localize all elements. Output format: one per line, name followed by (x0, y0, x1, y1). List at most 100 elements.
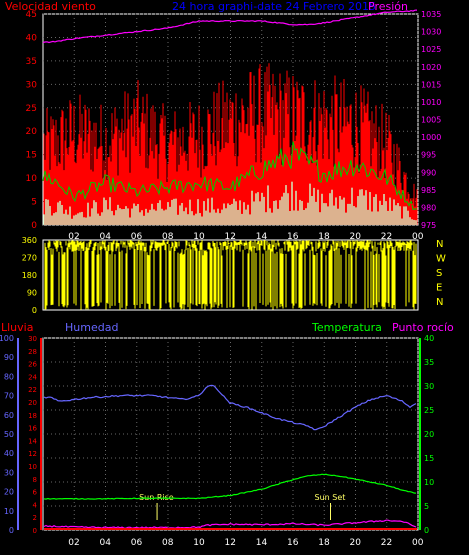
direction-tick-label: 90 (27, 289, 37, 298)
x-tick-label: 18 (318, 538, 330, 548)
rain-tick-label: 22 (28, 386, 37, 394)
wind-tick-label: 0 (31, 221, 37, 231)
rain-tick-label: 24 (28, 373, 37, 381)
pressure-line (42, 9, 418, 44)
rain-tick-label: 10 (28, 463, 37, 471)
x-tick-label: 16 (287, 232, 299, 242)
pressure-tick-label: 975 (421, 221, 436, 230)
humidity-tick-label: 90 (4, 353, 14, 362)
x-tick-label: 04 (100, 232, 112, 242)
wind-speed-label: Velocidad viento (5, 0, 96, 13)
x-tick-label: 06 (131, 232, 143, 242)
x-tick-label: 14 (256, 538, 268, 548)
humidity-tick-label: 10 (4, 507, 14, 516)
pressure-tick-label: 990 (421, 168, 436, 177)
humidity-tick-label: 30 (4, 468, 14, 477)
x-tick-label: 00 (412, 538, 424, 548)
humidity-tick-label: 50 (4, 430, 14, 439)
x-tick-label: 12 (225, 232, 236, 242)
wind-tick-label: 40 (26, 33, 38, 43)
temperature-tick-label: 0 (424, 526, 429, 535)
direction-tick-label: 180 (22, 271, 37, 280)
compass-label: S (436, 268, 442, 279)
wind-tick-label: 25 (26, 104, 37, 114)
rain-tick-label: 2 (33, 514, 37, 522)
rain-tick-label: 26 (28, 361, 37, 369)
compass-label: N (436, 297, 443, 308)
chart-title: 24 hora graphi-date 24 Febrero 2015 (172, 0, 376, 13)
pressure-tick-label: 1025 (421, 45, 441, 54)
temperature-tick-label: 5 (424, 502, 429, 511)
compass-label: W (436, 254, 446, 265)
wind-tick-label: 20 (26, 127, 38, 137)
humidity-label: Humedad (65, 321, 118, 334)
pressure-tick-label: 980 (421, 203, 436, 212)
rain-tick-label: 6 (33, 489, 38, 497)
pressure-tick-label: 985 (421, 186, 436, 195)
direction-tick-label: 0 (32, 306, 37, 315)
wind-tick-label: 15 (26, 151, 37, 161)
x-tick-label: 06 (131, 538, 143, 548)
pressure-label: Presión (368, 0, 408, 13)
rain-tick-label: 8 (33, 476, 37, 484)
dewpoint-line (43, 519, 417, 529)
x-tick-label: 18 (318, 232, 330, 242)
x-tick-label: 20 (350, 538, 362, 548)
pressure-tick-label: 1015 (421, 80, 441, 89)
x-tick-label: 20 (350, 232, 362, 242)
x-tick-label: 02 (68, 232, 79, 242)
rain-tick-label: 20 (28, 399, 37, 407)
wind-tick-label: 5 (31, 198, 37, 208)
rain-tick-label: 4 (33, 501, 38, 509)
x-tick-label: 08 (162, 538, 174, 548)
x-tick-label: 08 (162, 232, 174, 242)
temperature-tick-label: 25 (424, 406, 434, 415)
x-tick-label: 02 (68, 538, 79, 548)
pressure-tick-label: 1000 (421, 133, 441, 142)
wind-tick-label: 10 (26, 174, 38, 184)
temperature-tick-label: 30 (424, 382, 434, 391)
pressure-tick-label: 1020 (421, 63, 441, 72)
rain-label: Lluvia (1, 321, 33, 334)
pressure-tick-label: 1030 (421, 28, 441, 37)
x-tick-label: 12 (225, 538, 236, 548)
humidity-tick-label: 40 (4, 449, 14, 458)
temperature-tick-label: 10 (424, 478, 434, 487)
wind-pressure-plot: 02 04 06 08 10 12 14 16 18 20 22 000510152025303540… (26, 9, 441, 242)
x-tick-label: 04 (100, 538, 112, 548)
temperature-tick-label: 35 (424, 358, 434, 367)
humidity-tick-label: 60 (4, 411, 14, 420)
humidity-line (43, 384, 417, 431)
x-tick-label: 14 (256, 232, 268, 242)
pressure-tick-label: 1005 (421, 116, 441, 125)
rain-tick-label: 16 (28, 425, 37, 433)
current-value-label: 5 (409, 198, 415, 208)
temperature-label: Temperatura (311, 321, 382, 334)
rain-tick-label: 28 (28, 348, 37, 356)
compass-label: E (436, 283, 442, 294)
sunset-label: Sun Set (315, 493, 346, 502)
x-tick-label: 22 (381, 538, 392, 548)
humidity-tick-label: 100 (0, 334, 14, 343)
wind-tick-label: 30 (26, 80, 38, 90)
pressure-tick-label: 1010 (421, 98, 441, 107)
x-tick-label: 22 (381, 232, 392, 242)
wind-tick-label: 45 (26, 10, 37, 20)
humidity-tick-label: 20 (4, 488, 14, 497)
rain-tick-label: 12 (28, 450, 37, 458)
x-tick-label: 16 (287, 538, 299, 548)
wind-direction-panel (42, 239, 419, 311)
temperature-line (43, 473, 417, 500)
humidity-temperature-plot: 02 04 06 08 10 12 14 16 18 20 22 000102030405060708… (0, 334, 434, 548)
temperature-tick-label: 40 (424, 334, 434, 343)
dewpoint-label: Punto rocío (392, 321, 454, 334)
wind-tick-label: 35 (26, 57, 37, 67)
x-tick-label: 10 (193, 538, 205, 548)
rain-tick-label: 18 (28, 412, 37, 420)
avg-wind-line (42, 141, 418, 211)
direction-tick-label: 270 (22, 254, 37, 263)
temperature-tick-label: 15 (424, 454, 434, 463)
rain-tick-label: 14 (28, 437, 37, 445)
